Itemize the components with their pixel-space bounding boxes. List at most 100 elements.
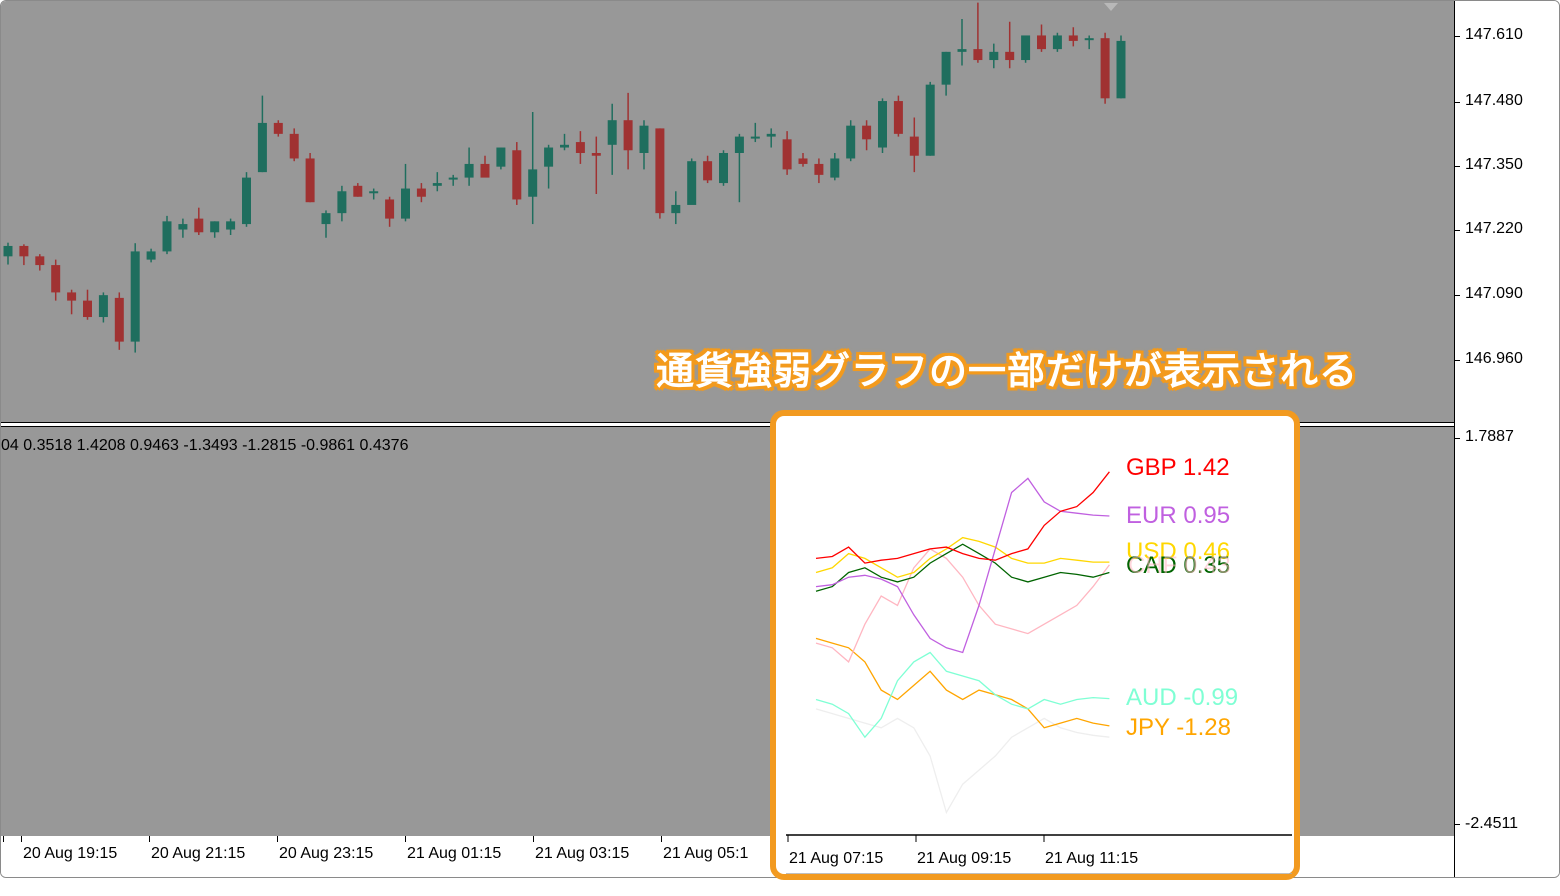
bear-candle bbox=[194, 218, 204, 233]
bear-candle bbox=[385, 199, 395, 219]
currency-strength-chart bbox=[786, 471, 1292, 874]
legend-usd: USD 0.46 bbox=[1126, 538, 1231, 565]
bear-candle bbox=[973, 49, 983, 61]
bull-candle bbox=[528, 169, 538, 197]
bear-candle bbox=[909, 136, 919, 156]
bull-candle bbox=[925, 84, 935, 156]
time-tick bbox=[405, 836, 406, 842]
bear-candle bbox=[480, 163, 490, 178]
bull-candle bbox=[3, 245, 13, 257]
legend-jpy: JPY -1.28 bbox=[1126, 714, 1231, 741]
time-tick bbox=[533, 836, 534, 842]
strength-line-cad bbox=[815, 543, 1110, 592]
bull-candle bbox=[337, 191, 347, 214]
strength-line-aud bbox=[815, 651, 1110, 739]
indicator-max-label: 1.7887 bbox=[1465, 428, 1514, 445]
bull-candle bbox=[130, 251, 140, 342]
price-tick bbox=[1454, 36, 1460, 37]
indicator-min-label: -2.4511 bbox=[1465, 815, 1519, 832]
chart-shift-marker-icon[interactable] bbox=[1104, 3, 1118, 11]
bull-candle bbox=[226, 221, 236, 230]
mt5-chart-window: 04 0.3518 1.4208 0.9463 -1.3493 -1.2815 … bbox=[0, 0, 1560, 878]
currency-strength-inset: 21 Aug 07:15 21 Aug 09:15 21 Aug 11:15 G… bbox=[770, 410, 1300, 880]
bull-candle bbox=[464, 163, 474, 178]
price-label: 147.610 bbox=[1465, 26, 1523, 43]
price-axis[interactable] bbox=[1454, 1, 1559, 877]
bull-candle bbox=[766, 133, 776, 137]
bear-candle bbox=[591, 152, 601, 156]
bear-candle bbox=[512, 150, 522, 200]
bull-candle bbox=[941, 51, 951, 85]
time-label: 20 Aug 21:15 bbox=[151, 845, 246, 862]
bear-candle bbox=[353, 185, 363, 197]
bull-candle bbox=[1052, 35, 1062, 50]
bull-candle bbox=[544, 147, 554, 167]
bear-candle bbox=[798, 158, 808, 164]
price-chart-pane[interactable] bbox=[1, 1, 1454, 423]
bear-candle bbox=[862, 125, 872, 140]
bull-candle bbox=[639, 125, 649, 153]
bear-candle bbox=[1037, 35, 1046, 50]
bear-candle bbox=[1005, 51, 1015, 61]
inset-time-label: 21 Aug 09:15 bbox=[917, 850, 1012, 867]
bull-candle bbox=[496, 147, 506, 167]
bear-candle bbox=[273, 122, 283, 134]
bull-candle bbox=[98, 295, 108, 318]
bull-candle bbox=[671, 204, 681, 214]
bull-candle bbox=[178, 224, 188, 230]
legend-aud: AUD -0.99 bbox=[1126, 684, 1239, 711]
legend-chf: CHF 0.43 bbox=[1128, 552, 1231, 579]
time-tick bbox=[3, 836, 4, 842]
bear-candle bbox=[703, 161, 713, 181]
time-label: 20 Aug 23:15 bbox=[279, 845, 374, 862]
time-tick bbox=[149, 836, 150, 842]
bear-candle bbox=[67, 292, 77, 301]
bull-candle bbox=[1116, 40, 1126, 99]
indicator-tick bbox=[1454, 438, 1460, 439]
bull-candle bbox=[607, 120, 617, 145]
legend-cad: CAD 0.35 bbox=[1126, 552, 1231, 579]
strength-line-gbp bbox=[815, 471, 1110, 564]
time-label: 20 Aug 19:15 bbox=[23, 845, 118, 862]
bear-candle bbox=[289, 133, 299, 159]
bull-candle bbox=[1021, 35, 1031, 61]
bull-candle bbox=[719, 152, 728, 184]
price-label: 147.220 bbox=[1465, 220, 1523, 237]
time-label: 21 Aug 01:15 bbox=[407, 845, 502, 862]
price-tick bbox=[1454, 230, 1460, 231]
candlestick-chart bbox=[3, 2, 1126, 353]
bull-candle bbox=[878, 101, 887, 148]
bull-candle bbox=[750, 136, 760, 139]
price-label: 146.960 bbox=[1465, 350, 1523, 367]
bear-candle bbox=[305, 158, 315, 203]
price-label: 147.350 bbox=[1465, 156, 1523, 173]
bull-candle bbox=[560, 144, 569, 148]
bear-candle bbox=[19, 245, 29, 257]
bull-candle bbox=[401, 188, 410, 219]
bull-candle bbox=[432, 183, 442, 186]
bear-candle bbox=[416, 188, 426, 197]
bear-candle bbox=[814, 163, 824, 175]
bull-candle bbox=[257, 122, 267, 173]
bull-candle bbox=[734, 136, 744, 153]
bull-candle bbox=[989, 51, 999, 61]
indicator-values-readout: 04 0.3518 1.4208 0.9463 -1.3493 -1.2815 … bbox=[1, 437, 409, 454]
bear-candle bbox=[782, 139, 792, 170]
time-tick bbox=[277, 836, 278, 842]
time-tick bbox=[661, 836, 662, 842]
bear-candle bbox=[114, 297, 124, 342]
bull-candle bbox=[162, 221, 172, 252]
bull-candle bbox=[448, 177, 458, 180]
bear-candle bbox=[655, 128, 665, 214]
bear-candle bbox=[1068, 35, 1078, 41]
strength-line-jpy bbox=[815, 637, 1110, 729]
bull-candle bbox=[210, 221, 220, 233]
annotation-callout: 通貨強弱グラフの一部だけが表示される bbox=[656, 349, 1359, 393]
strength-line-chf bbox=[815, 548, 1110, 663]
bull-candle bbox=[146, 251, 156, 260]
inset-time-label: 21 Aug 07:15 bbox=[789, 850, 884, 867]
bear-candle bbox=[35, 256, 45, 266]
price-tick bbox=[1454, 102, 1460, 103]
price-label: 147.480 bbox=[1465, 92, 1523, 109]
time-tick bbox=[21, 836, 22, 842]
